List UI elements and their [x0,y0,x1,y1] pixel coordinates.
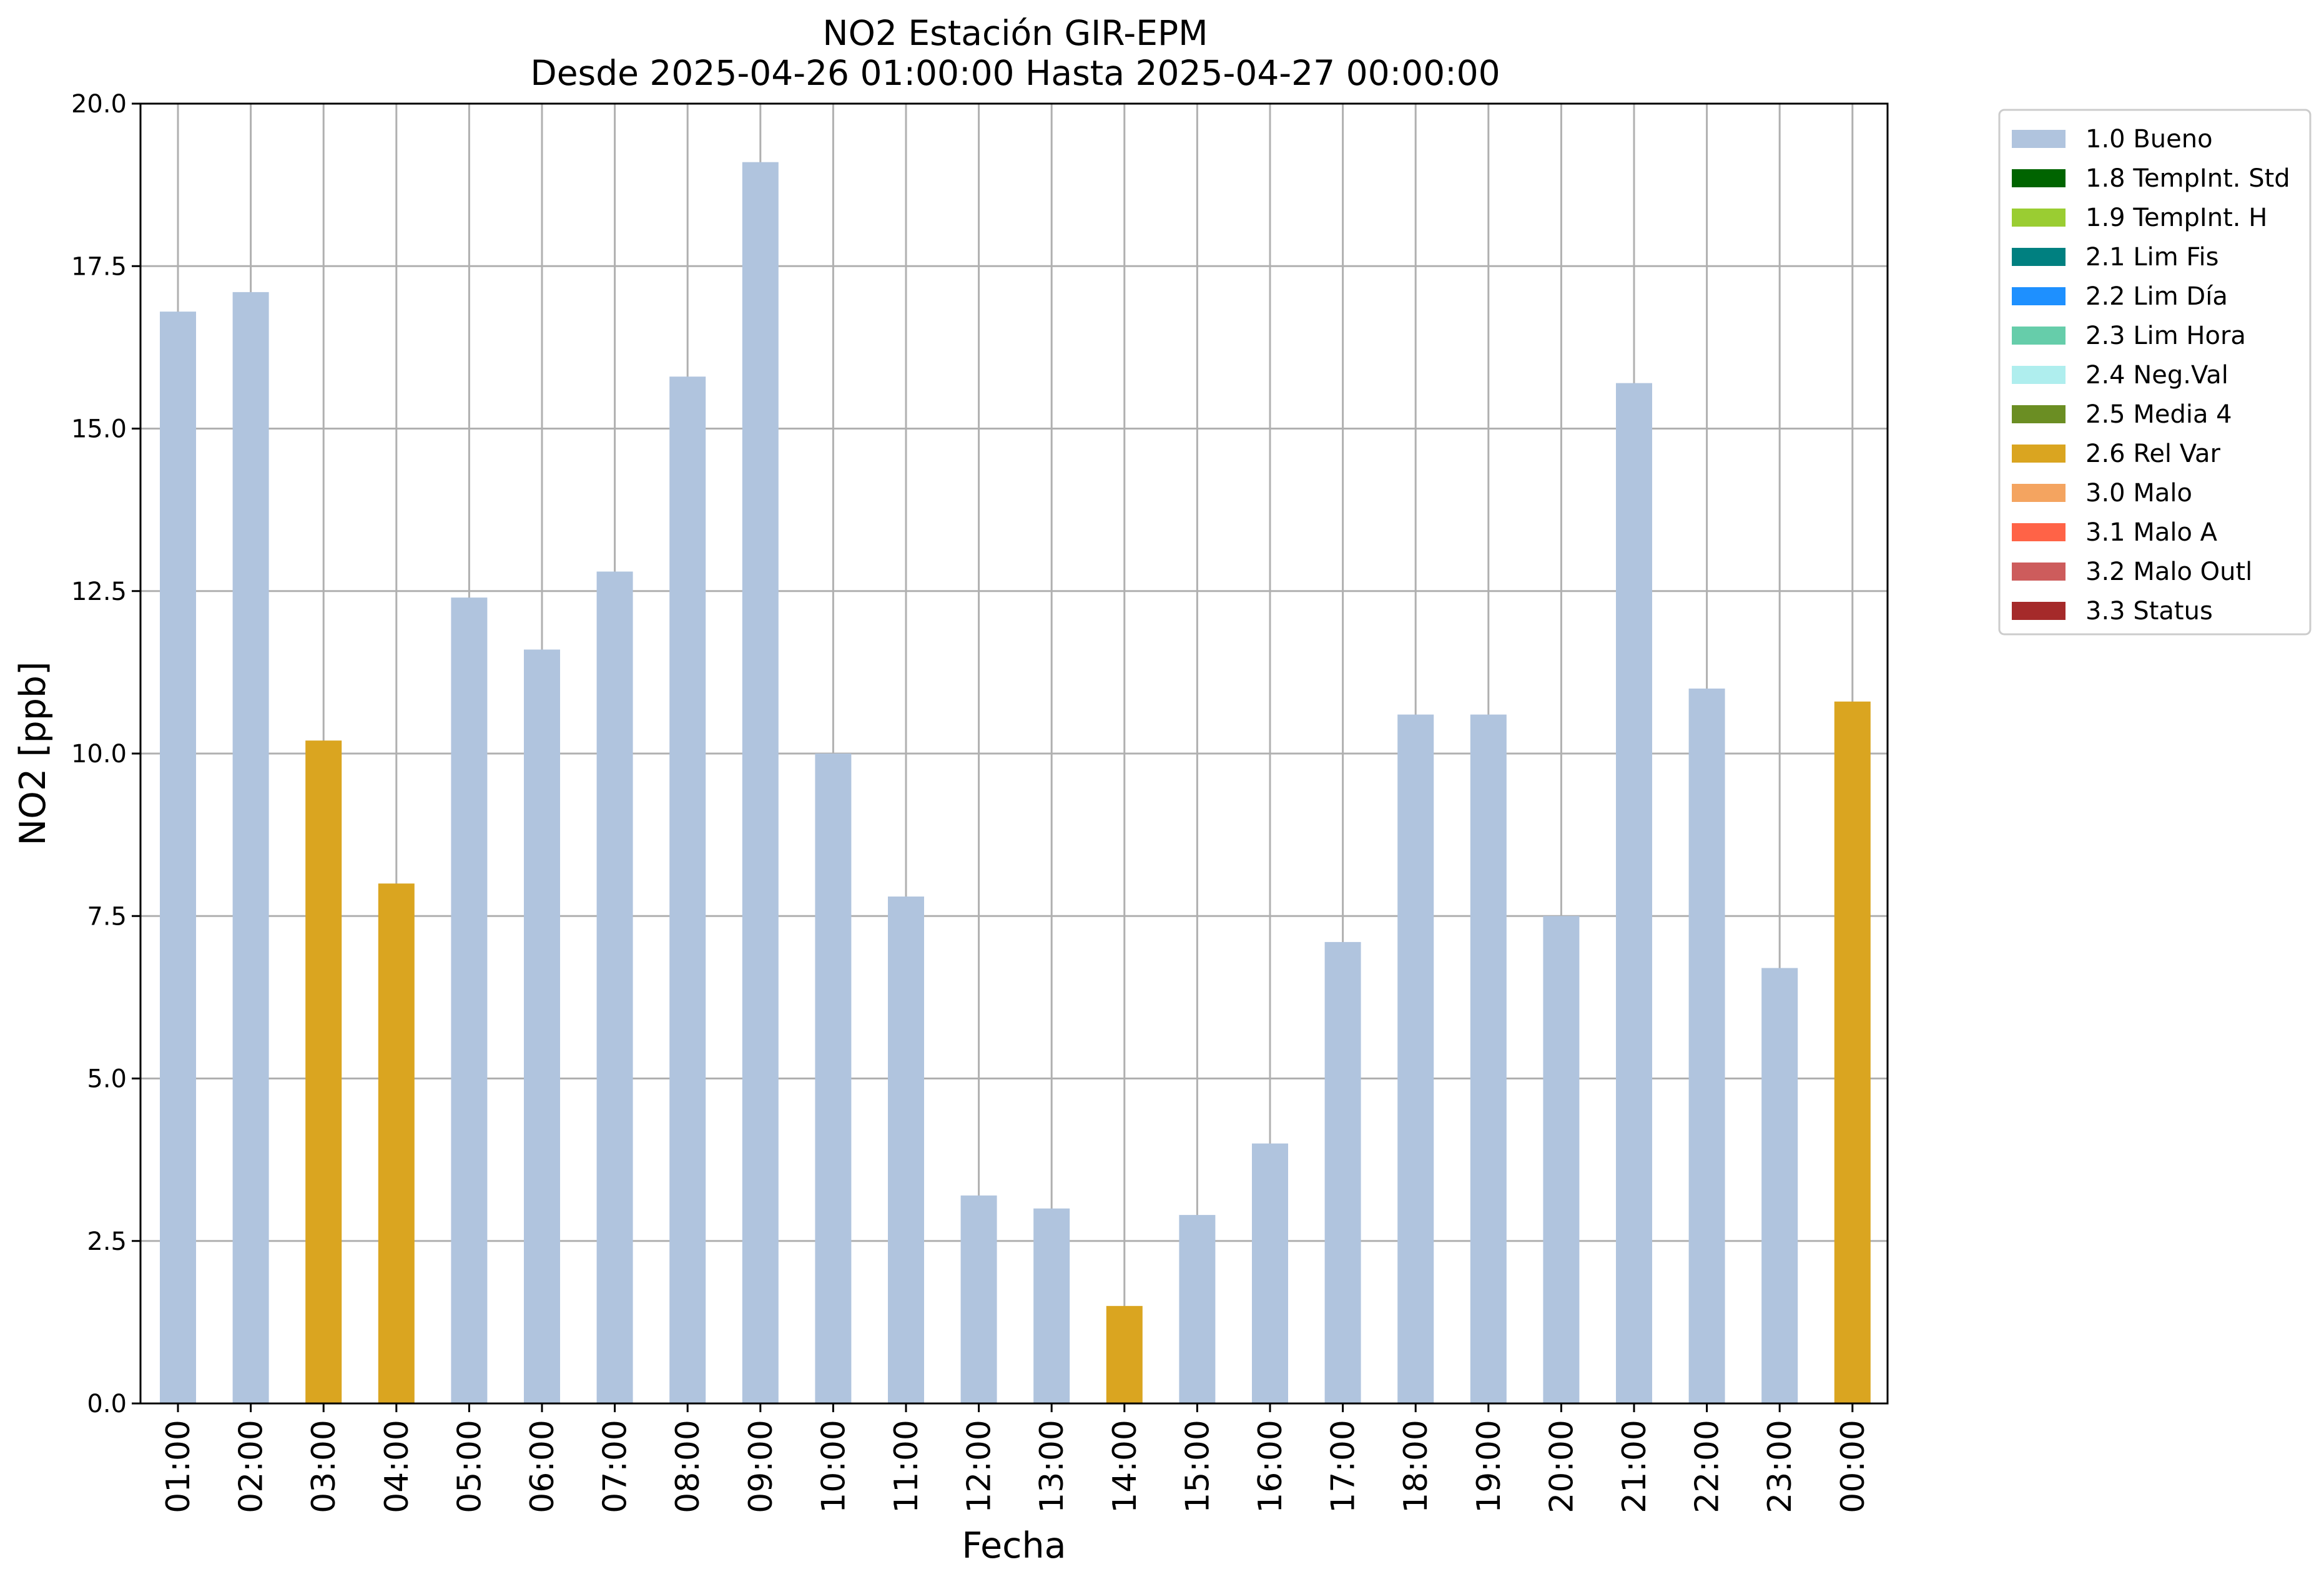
legend-swatch [2012,523,2066,541]
x-tick-label: 03:00 [305,1420,343,1513]
legend-label: 1.9 TempInt. H [2085,204,2267,232]
legend-label: 3.2 Malo Outl [2085,558,2252,586]
legend-label: 2.4 Neg.Val [2085,361,2228,390]
y-tick-label: 12.5 [71,577,127,606]
bar-22:00 [1688,688,1725,1403]
bar-13:00 [1033,1208,1070,1403]
x-tick-label: 02:00 [233,1420,270,1513]
y-tick-label: 0.0 [87,1390,127,1418]
x-tick-label: 04:00 [378,1420,416,1513]
bar-19:00 [1470,714,1507,1403]
chart-title: NO2 Estación GIR-EPM [822,13,1208,53]
x-tick-label: 22:00 [1689,1420,1726,1513]
bar-01:00 [160,312,196,1403]
bar-15:00 [1179,1215,1216,1403]
y-tick-label: 5.0 [87,1065,127,1094]
legend-swatch [2012,445,2066,463]
x-tick-label: 10:00 [815,1420,852,1513]
chart-subtitle: Desde 2025-04-26 01:00:00 Hasta 2025-04-… [530,53,1500,93]
y-tick-label: 20.0 [71,90,127,119]
x-tick-label: 00:00 [1834,1420,1872,1513]
legend-swatch [2012,287,2066,305]
bar-14:00 [1106,1305,1143,1403]
bar-18:00 [1397,714,1434,1403]
bar-05:00 [451,597,488,1404]
legend-label: 2.5 Media 4 [2085,400,2232,429]
x-tick-label: 21:00 [1616,1420,1653,1513]
bar-11:00 [888,897,924,1403]
x-tick-label: 05:00 [451,1420,488,1513]
bar-20:00 [1543,916,1580,1403]
legend-swatch [2012,484,2066,502]
bar-04:00 [378,883,415,1403]
legend-swatch [2012,248,2066,266]
legend-swatch [2012,602,2066,620]
x-tick-label: 01:00 [160,1420,197,1513]
x-tick-label: 08:00 [669,1420,707,1513]
legend-swatch [2012,169,2066,187]
y-axis-label: NO2 [ppb] [12,662,54,846]
legend-label: 2.2 Lim Día [2085,282,2228,311]
x-tick-label: 18:00 [1397,1420,1435,1513]
bar-10:00 [815,754,852,1403]
bar-02:00 [232,292,269,1403]
legend-label: 2.3 Lim Hora [2085,322,2246,350]
bar-08:00 [669,376,706,1403]
legend-label: 3.0 Malo [2085,479,2192,508]
legend-swatch [2012,366,2066,384]
bar-06:00 [524,649,560,1403]
legend-frame [1998,109,2312,636]
bar-09:00 [742,162,779,1404]
x-tick-label: 14:00 [1106,1420,1144,1513]
legend-swatch [2012,209,2066,227]
x-axis-label: Fecha [962,1525,1066,1566]
legend-label: 2.1 Lim Fis [2085,243,2218,272]
x-tick-label: 09:00 [742,1420,780,1513]
bar-12:00 [960,1195,997,1403]
legend-label: 3.3 Status [2085,597,2213,626]
y-tick-label: 2.5 [87,1227,127,1256]
legend-label: 1.0 Bueno [2085,125,2213,154]
x-tick-label: 17:00 [1325,1420,1362,1513]
bars [160,162,1871,1404]
legend-swatch [2012,327,2066,345]
legend-swatch [2012,130,2066,148]
x-tick-label: 23:00 [1761,1420,1799,1513]
bar-17:00 [1324,941,1361,1403]
legend: 1.0 Bueno 1.8 TempInt. Std 1.9 TempInt. H 2… [1998,109,2312,636]
y-tick-label: 10.0 [71,740,127,769]
legend-label: 2.6 Rel Var [2085,440,2221,468]
x-axis: 01:00 02:00 03:00 04:00 05:00 06:00 07:00 08:00… [160,1403,1872,1513]
bar-23:00 [1761,968,1798,1403]
legend-swatch [2012,563,2066,581]
x-tick-label: 16:00 [1252,1420,1289,1513]
y-tick-label: 17.5 [71,252,127,281]
bar-16:00 [1252,1143,1288,1403]
y-tick-label: 7.5 [87,902,127,931]
bar-07:00 [596,571,633,1403]
bar-03:00 [305,740,342,1403]
x-tick-label: 06:00 [524,1420,561,1513]
legend-label: 1.8 TempInt. Std [2085,164,2290,193]
legend-label: 3.1 Malo A [2085,518,2218,547]
y-tick-label: 15.0 [71,415,127,444]
x-tick-label: 20:00 [1543,1420,1580,1513]
x-tick-label: 07:00 [597,1420,634,1513]
x-tick-label: 11:00 [888,1420,925,1513]
y-axis: 0.0 2.5 5.0 7.5 10.0 12.5 15.0 17.5 20.0 [71,90,140,1418]
bar-21:00 [1616,383,1652,1403]
x-tick-label: 12:00 [961,1420,998,1513]
x-tick-label: 15:00 [1179,1420,1216,1513]
legend-swatch [2012,405,2066,423]
bar-00:00 [1834,701,1871,1403]
x-tick-label: 19:00 [1470,1420,1508,1513]
x-tick-label: 13:00 [1033,1420,1071,1513]
